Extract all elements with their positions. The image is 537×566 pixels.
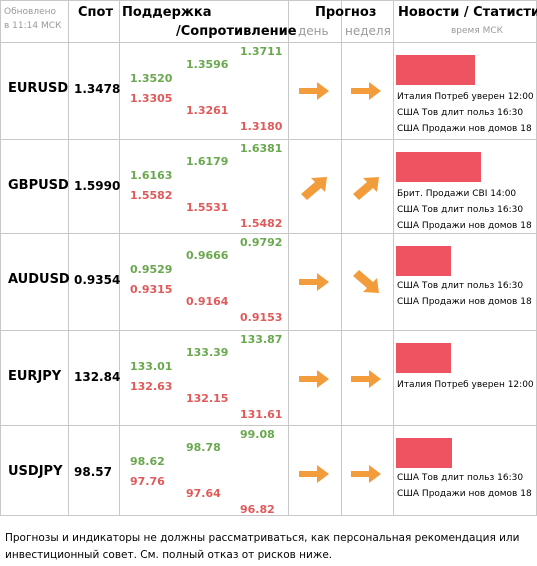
support-level-3: 133.87	[240, 333, 283, 346]
support-level-3: 0.9792	[240, 236, 283, 249]
resistance-level-1: 0.9315	[130, 283, 173, 296]
resistance-level-2: 132.15	[186, 392, 229, 405]
forecast-week-arrow-down-right-icon	[353, 270, 379, 293]
resistance-level-3: 131.61	[240, 408, 283, 421]
forecast-week-arrow-right-icon	[351, 370, 381, 388]
spot-price: 1.5990	[74, 179, 121, 193]
resistance-level-2: 1.3261	[186, 104, 229, 117]
news-item: США Тов длит польз 16:30	[397, 205, 524, 215]
resistance-level-2: 0.9164	[186, 295, 229, 308]
disclaimer-text: Прогнозы и индикаторы не должны рассматр…	[5, 532, 520, 561]
updated-label: Обновлено	[4, 7, 57, 17]
news-header: Новости / Статистика	[398, 5, 537, 20]
news-item: США Тов длит польз 16:30	[397, 473, 524, 483]
spot-price: 132.84	[74, 370, 121, 384]
resistance-level-3: 96.82	[240, 503, 275, 516]
support-level-3: 1.3711	[240, 45, 283, 58]
news-importance-bar	[396, 343, 451, 373]
news-importance-bar	[396, 246, 451, 276]
resistance-level-3: 1.5482	[240, 217, 283, 230]
support-level-1: 1.6163	[130, 169, 173, 182]
resistance-level-2: 1.5531	[186, 201, 229, 214]
spot-price: 0.9354	[74, 273, 121, 287]
support-level-1: 0.9529	[130, 263, 173, 276]
support-level-2: 1.3596	[186, 58, 229, 71]
spot-price: 98.57	[74, 465, 112, 479]
news-item: США Тов длит польз 16:30	[397, 281, 524, 291]
support-level-3: 99.08	[240, 428, 275, 441]
forecast-week-arrow-right-icon	[351, 465, 381, 483]
news-item: Италия Потреб уверен 12:00	[397, 92, 534, 102]
forecast-header: Прогноз	[315, 5, 377, 20]
currency-pair: USDJPY	[8, 464, 63, 479]
support-level-1: 98.62	[130, 455, 165, 468]
news-item: США Продажи нов домов 18	[397, 221, 532, 231]
forecast-week-header: неделя	[345, 24, 391, 38]
resistance-level-3: 1.3180	[240, 120, 283, 133]
currency-pair: EURUSD	[8, 81, 69, 96]
resistance-level-1: 132.63	[130, 380, 173, 393]
news-item: США Продажи нов домов 18	[397, 297, 532, 307]
forecast-day-arrow-right-icon	[299, 370, 329, 388]
support-level-2: 0.9666	[186, 249, 229, 262]
resistance-level-1: 1.5582	[130, 189, 173, 202]
news-importance-bar	[396, 438, 452, 468]
news-item: США Тов длит польз 16:30	[397, 108, 524, 118]
forecast-week-arrow-right-icon	[351, 82, 381, 100]
support-level-2: 133.39	[186, 346, 229, 359]
news-item: США Продажи нов домов 18	[397, 124, 532, 134]
forecast-week-arrow-up-right-icon	[353, 177, 379, 200]
news-importance-bar	[396, 152, 481, 182]
news-item: США Продажи нов домов 18	[397, 489, 532, 499]
support-level-2: 98.78	[186, 441, 221, 454]
support-level-1: 133.01	[130, 360, 173, 373]
support-header: Поддержка	[122, 5, 212, 20]
support-level-3: 1.6381	[240, 142, 283, 155]
currency-pair: AUDUSD	[8, 272, 70, 287]
resistance-level-3: 0.9153	[240, 311, 283, 324]
updated-time: в 11:14 МСК	[4, 21, 62, 31]
forecast-day-arrow-right-icon	[299, 82, 329, 100]
forecast-day-arrow-up-right-icon	[301, 177, 327, 200]
spot-price: 1.3478	[74, 82, 121, 96]
resistance-level-2: 97.64	[186, 487, 221, 500]
time-zone-label: время МСК	[451, 26, 504, 36]
support-level-1: 1.3520	[130, 72, 173, 85]
news-item: Брит. Продажи CBI 14:00	[397, 189, 517, 199]
support-level-2: 1.6179	[186, 155, 229, 168]
currency-pair: GBPUSD	[8, 178, 69, 193]
spot-header: Спот	[78, 5, 113, 20]
forecast-table: Обновлено в 11:14 МСК Спот Поддержка /Со…	[0, 0, 537, 516]
resistance-level-1: 1.3305	[130, 92, 173, 105]
news-item: Италия Потреб уверен 12:00	[397, 380, 534, 390]
resistance-level-1: 97.76	[130, 475, 165, 488]
resistance-header: /Сопротивление	[176, 24, 297, 39]
forecast-day-arrow-right-icon	[299, 273, 329, 291]
forecast-day-arrow-right-icon	[299, 465, 329, 483]
news-importance-bar	[396, 55, 475, 85]
currency-pair: EURJPY	[8, 369, 62, 384]
forecast-day-header: день	[298, 24, 329, 38]
